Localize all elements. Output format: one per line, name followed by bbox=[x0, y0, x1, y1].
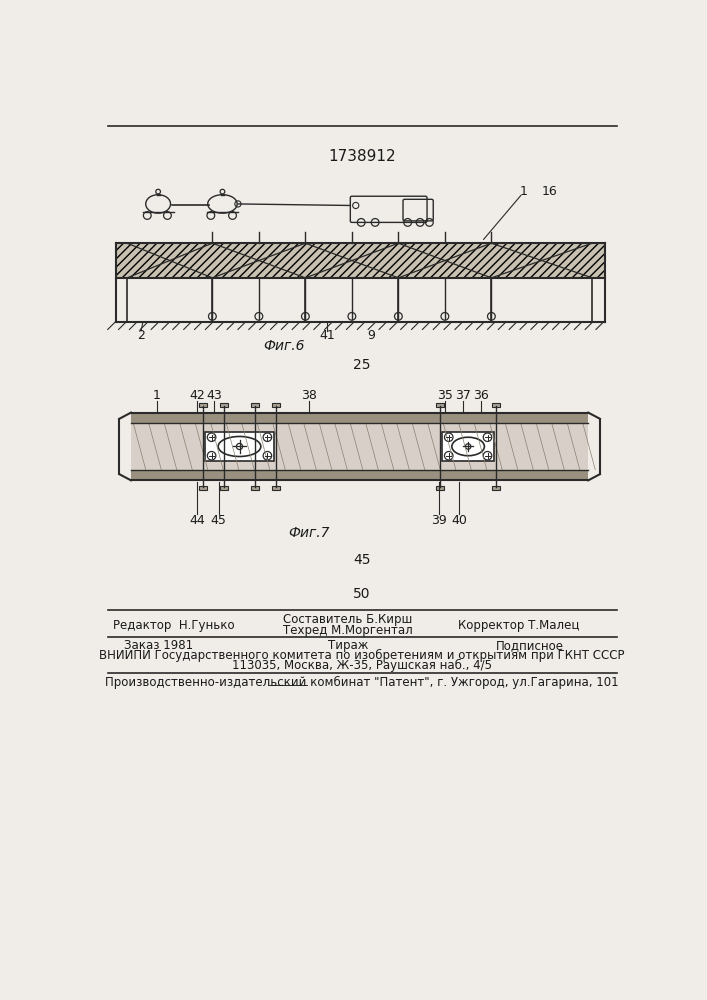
Bar bbox=[436, 486, 444, 490]
Circle shape bbox=[484, 433, 492, 441]
Circle shape bbox=[445, 433, 453, 441]
Text: Корректор Т.Малец: Корректор Т.Малец bbox=[458, 619, 579, 632]
Bar bbox=[492, 486, 500, 490]
Text: 16: 16 bbox=[542, 185, 557, 198]
Text: 37: 37 bbox=[455, 389, 472, 402]
Text: 1738912: 1738912 bbox=[328, 149, 396, 164]
Text: 50: 50 bbox=[354, 587, 370, 601]
Text: Фиг.7: Фиг.7 bbox=[288, 526, 330, 540]
Text: Заказ 1981: Заказ 1981 bbox=[124, 639, 193, 652]
Text: 43: 43 bbox=[206, 389, 222, 402]
Circle shape bbox=[207, 433, 216, 441]
Text: 45: 45 bbox=[211, 514, 226, 527]
Text: Редактор  Н.Гунько: Редактор Н.Гунько bbox=[113, 619, 235, 632]
Bar bbox=[272, 486, 280, 490]
Circle shape bbox=[207, 451, 216, 460]
Bar bbox=[272, 403, 280, 407]
Bar bbox=[131, 423, 588, 470]
Text: 38: 38 bbox=[301, 389, 317, 402]
Text: 40: 40 bbox=[451, 514, 467, 527]
Circle shape bbox=[263, 451, 271, 460]
Bar bbox=[492, 403, 500, 407]
Text: 39: 39 bbox=[431, 514, 447, 527]
Text: 25: 25 bbox=[354, 358, 370, 372]
Circle shape bbox=[263, 433, 271, 441]
Circle shape bbox=[484, 451, 492, 460]
Text: 45: 45 bbox=[354, 553, 370, 567]
Bar bbox=[199, 403, 207, 407]
Bar bbox=[220, 403, 228, 407]
Bar bbox=[199, 486, 207, 490]
Circle shape bbox=[445, 451, 453, 460]
Text: 41: 41 bbox=[319, 329, 335, 342]
Bar bbox=[442, 432, 494, 461]
Text: Техред М.Моргентал: Техред М.Моргентал bbox=[283, 624, 413, 637]
Text: Фиг.6: Фиг.6 bbox=[263, 339, 305, 353]
Text: 42: 42 bbox=[189, 389, 205, 402]
Text: 35: 35 bbox=[437, 389, 452, 402]
Text: 1: 1 bbox=[153, 389, 160, 402]
Text: 9: 9 bbox=[368, 329, 375, 342]
Text: ВНИИПИ Государственного комитета по изобретениям и открытиям при ГКНТ СССР: ВНИИПИ Государственного комитета по изоб… bbox=[99, 649, 625, 662]
Ellipse shape bbox=[452, 437, 484, 456]
Text: Подписное: Подписное bbox=[496, 639, 564, 652]
Text: 1: 1 bbox=[520, 185, 528, 198]
Text: 113035, Москва, Ж-35, Раушская наб., 4/5: 113035, Москва, Ж-35, Раушская наб., 4/5 bbox=[232, 659, 492, 672]
Text: Составитель Б.Кирш: Составитель Б.Кирш bbox=[284, 613, 413, 626]
Text: Производственно-издательский комбинат "Патент", г. Ужгород, ул.Гагарина, 101: Производственно-издательский комбинат "П… bbox=[105, 676, 619, 689]
Bar bbox=[131, 470, 588, 480]
Bar bbox=[131, 413, 588, 423]
Bar bbox=[251, 403, 259, 407]
Bar bbox=[251, 486, 259, 490]
Bar bbox=[436, 403, 444, 407]
Ellipse shape bbox=[218, 436, 261, 456]
Text: 2: 2 bbox=[137, 329, 145, 342]
Text: 36: 36 bbox=[473, 389, 489, 402]
Bar bbox=[204, 432, 274, 461]
Text: Тираж: Тираж bbox=[328, 639, 368, 652]
Text: 44: 44 bbox=[189, 514, 205, 527]
Bar bbox=[220, 486, 228, 490]
Bar bbox=[115, 243, 605, 278]
